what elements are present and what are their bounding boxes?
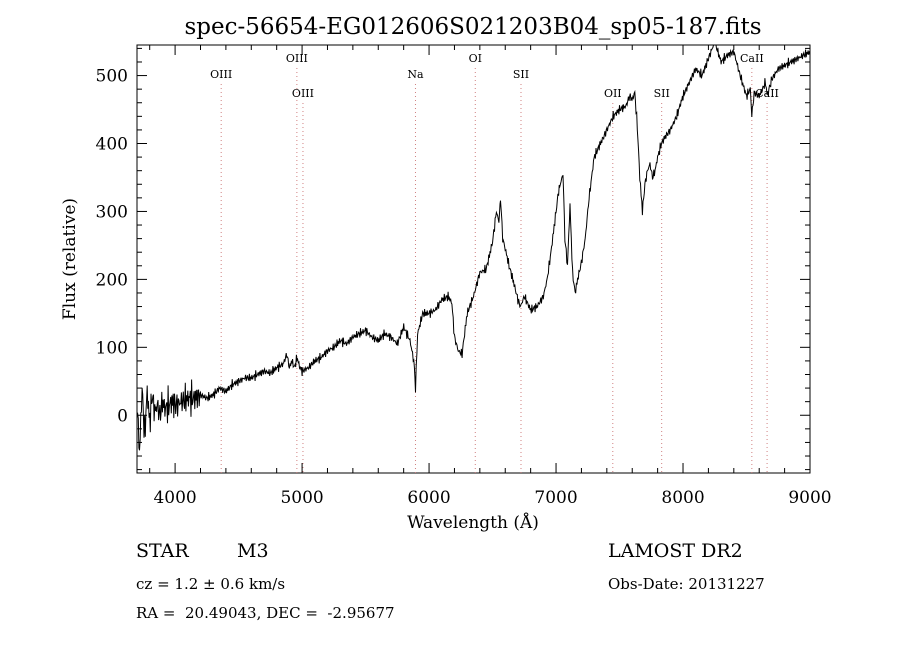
y-tick-label: 0 (117, 406, 128, 426)
marker-label: SII (513, 68, 529, 81)
redshift-text: cz = 1.2 ± 0.6 km/s (136, 575, 286, 593)
y-tick-label: 100 (96, 338, 128, 358)
marker-label: OIII (286, 52, 308, 65)
y-axis-label: Flux (relative) (60, 198, 80, 320)
chart-title: spec-56654-EG012606S021203B04_sp05-187.f… (184, 14, 761, 40)
x-tick-label: 9000 (788, 488, 831, 508)
y-tick-label: 500 (96, 67, 128, 87)
x-axis-label: Wavelength (Å) (407, 512, 539, 533)
object-type: STAR (136, 540, 189, 562)
marker-label: Na (407, 68, 424, 81)
x-tick-label: 5000 (280, 488, 323, 508)
y-tick-label: 200 (96, 270, 128, 290)
marker-label: OIII (210, 68, 232, 81)
x-tick-label: 6000 (407, 488, 450, 508)
marker-label: SII (654, 87, 670, 100)
survey-name: LAMOST DR2 (608, 540, 743, 562)
y-tick-label: 300 (96, 202, 128, 222)
spectrum-line (136, 44, 811, 451)
marker-label: CaII (740, 52, 764, 65)
x-tick-label: 4000 (153, 488, 196, 508)
x-tick-label: 8000 (661, 488, 704, 508)
coordinates-text: RA = 20.49043, DEC = -2.95677 (136, 604, 395, 622)
y-tick-label: 400 (96, 135, 128, 155)
plot-frame (136, 44, 811, 474)
spectral-class: M3 (237, 540, 269, 562)
marker-label: OI (469, 52, 482, 65)
marker-label: OII (604, 87, 622, 100)
axis-ticks: 4000 5000 6000 7000 8000 9000 0 100 200 300 400 500 (96, 45, 832, 508)
x-tick-label: 7000 (534, 488, 577, 508)
obs-date-text: Obs-Date: 20131227 (608, 575, 765, 593)
marker-label: OIII (292, 87, 314, 100)
